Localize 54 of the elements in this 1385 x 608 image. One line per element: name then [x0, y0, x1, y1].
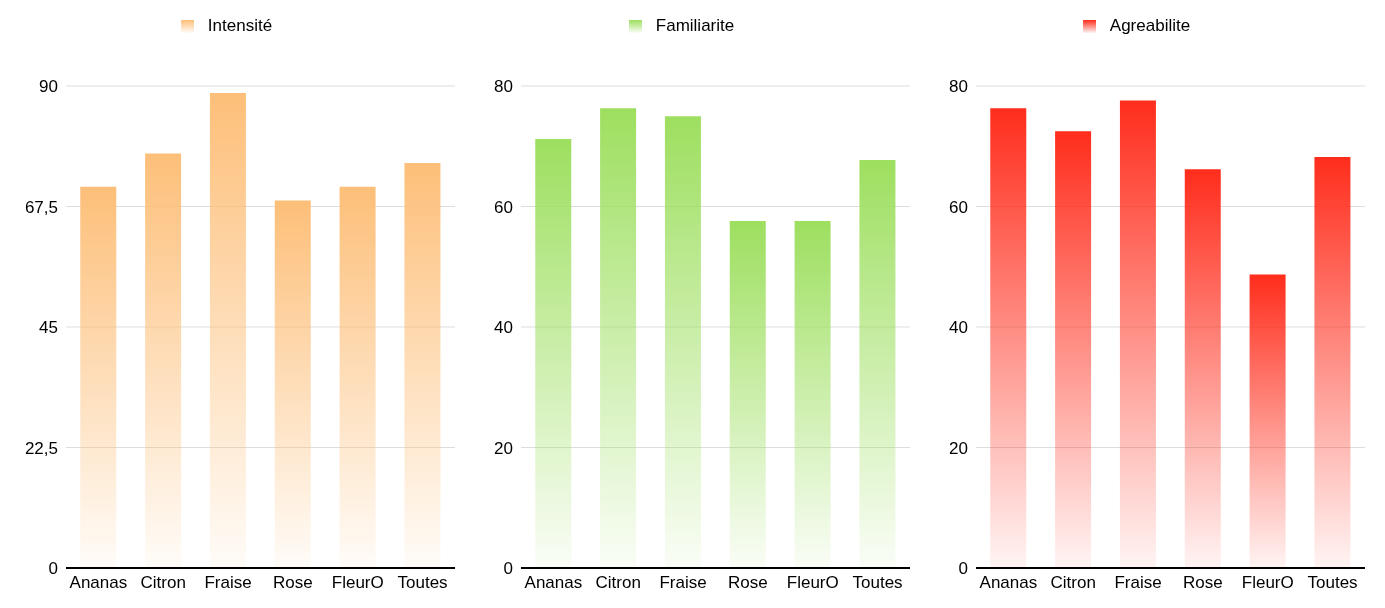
bar: [794, 220, 831, 568]
legend-label: Agreabilite: [1109, 16, 1191, 35]
legend-label: Familiarite: [655, 16, 735, 35]
bar: [664, 116, 701, 568]
bar: [990, 108, 1027, 568]
x-tick-label: Toutes: [397, 573, 448, 593]
x-tick-label: Fraise: [204, 573, 252, 593]
y-tick-label: 0: [503, 559, 513, 579]
y-tick-label: 20: [949, 438, 968, 458]
x-tick-label: Citron: [140, 573, 186, 593]
bar: [209, 92, 246, 568]
y-tick-label: 40: [949, 318, 968, 338]
y-tick-label: 0: [48, 559, 58, 579]
y-tick-label: 20: [494, 438, 513, 458]
x-tick-label: Ananas: [979, 573, 1038, 593]
x-tick-label: FleurO: [1241, 573, 1294, 593]
y-tick-label: 67,5: [24, 197, 58, 217]
y-tick-label: 80: [494, 77, 513, 97]
legend-label: Intensité: [207, 16, 273, 35]
x-tick-label: FleurO: [331, 573, 384, 593]
y-tick-label: 90: [39, 77, 58, 97]
x-tick-label: Toutes: [1307, 573, 1358, 593]
x-tick-label: Ananas: [69, 573, 128, 593]
y-tick-label: 60: [494, 197, 513, 217]
bar: [1249, 274, 1286, 568]
x-tick-label: Citron: [1050, 573, 1096, 593]
x-tick-label: Rose: [273, 573, 313, 593]
y-tick-label: 60: [949, 197, 968, 217]
y-tick-label: 80: [949, 77, 968, 97]
bar: [404, 163, 441, 568]
bar: [1119, 100, 1156, 568]
y-tick-label: 22,5: [24, 438, 58, 458]
bar: [729, 220, 766, 568]
bar: [600, 108, 637, 568]
x-tick-label: Toutes: [852, 573, 903, 593]
x-tick-label: Rose: [1183, 573, 1223, 593]
bar: [535, 139, 572, 568]
x-tick-label: FleurO: [786, 573, 839, 593]
y-tick-label: 0: [958, 559, 968, 579]
x-tick-label: Fraise: [1114, 573, 1162, 593]
y-tick-label: 40: [494, 318, 513, 338]
bar: [339, 186, 376, 568]
x-tick-label: Fraise: [659, 573, 707, 593]
bar: [1184, 169, 1221, 568]
x-tick-label: Citron: [595, 573, 641, 593]
bar: [1314, 157, 1351, 568]
bar: [1055, 131, 1092, 568]
bar: [80, 186, 117, 568]
x-tick-label: Ananas: [524, 573, 583, 593]
bar: [859, 160, 896, 568]
bar: [274, 200, 311, 568]
bar: [145, 153, 182, 568]
y-tick-label: 45: [39, 318, 58, 338]
x-tick-label: Rose: [728, 573, 768, 593]
